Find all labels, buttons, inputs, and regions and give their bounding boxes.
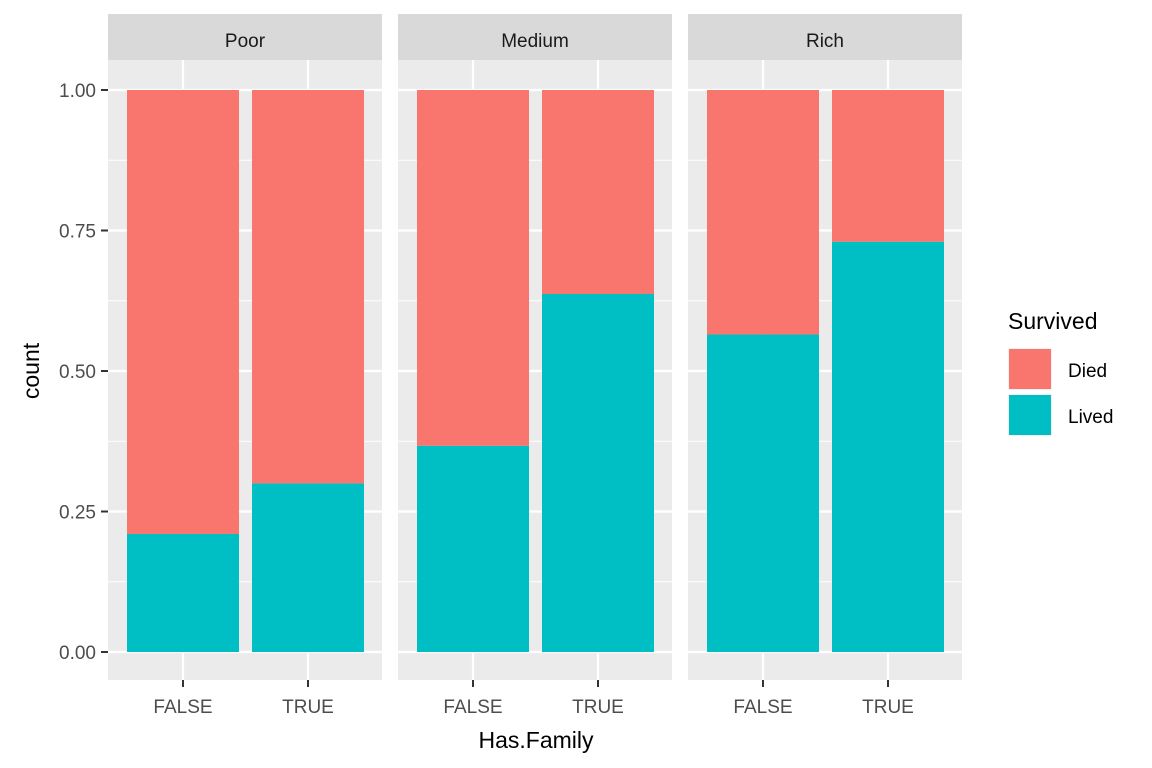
bar-died-false [127,90,239,534]
bar-lived-true [252,483,364,652]
x-tick-label: FALSE [153,697,212,718]
legend: Survived Died Lived [1008,308,1113,436]
y-tick-label: 0.50 [59,362,96,383]
y-tick-label: 1.00 [59,81,96,102]
bar-lived-false [707,334,819,652]
y-axis: 0.00 0.25 0.50 0.75 1.00 [59,81,108,664]
y-tick-label: 0.25 [59,503,96,524]
facet-panel-poor: Poor FALSE TRUE [108,14,382,718]
x-tick-label: FALSE [733,697,792,718]
bar-lived-true [832,241,944,653]
y-tick-label: 0.75 [59,222,96,243]
facet-strip [108,14,382,60]
x-tick-label: FALSE [443,697,502,718]
y-axis-title: count [18,342,44,399]
legend-key-lived [1009,395,1051,435]
x-axis-title: Has.Family [478,727,594,753]
x-tick-label: TRUE [572,697,624,718]
bar-died-true [542,90,654,295]
facet-strip-label: Rich [806,31,844,52]
bar-died-true [252,90,364,484]
legend-key-died [1009,349,1051,389]
facet-strip [398,14,672,60]
x-tick-label: TRUE [282,697,334,718]
facet-strip [688,14,962,60]
legend-label: Died [1068,361,1107,382]
bar-lived-true [542,294,654,652]
legend-title: Survived [1008,308,1097,334]
facet-panel-medium: Medium FALSE TRUE [398,14,672,718]
y-tick-label: 0.00 [59,643,96,664]
facet-strip-label: Medium [501,31,569,52]
facet-strip-label: Poor [225,31,266,52]
facet-panel-rich: Rich FALSE TRUE [688,14,962,718]
bar-died-false [417,90,529,446]
facet-panels: Poor FALSE TRUE Medium FALSE TRUE Rich FALSE TRU… [108,14,962,718]
bar-died-false [707,90,819,335]
x-tick-label: TRUE [862,697,914,718]
bar-lived-false [127,533,239,652]
bar-lived-false [417,445,529,652]
bar-died-true [832,90,944,242]
legend-label: Lived [1068,407,1113,428]
